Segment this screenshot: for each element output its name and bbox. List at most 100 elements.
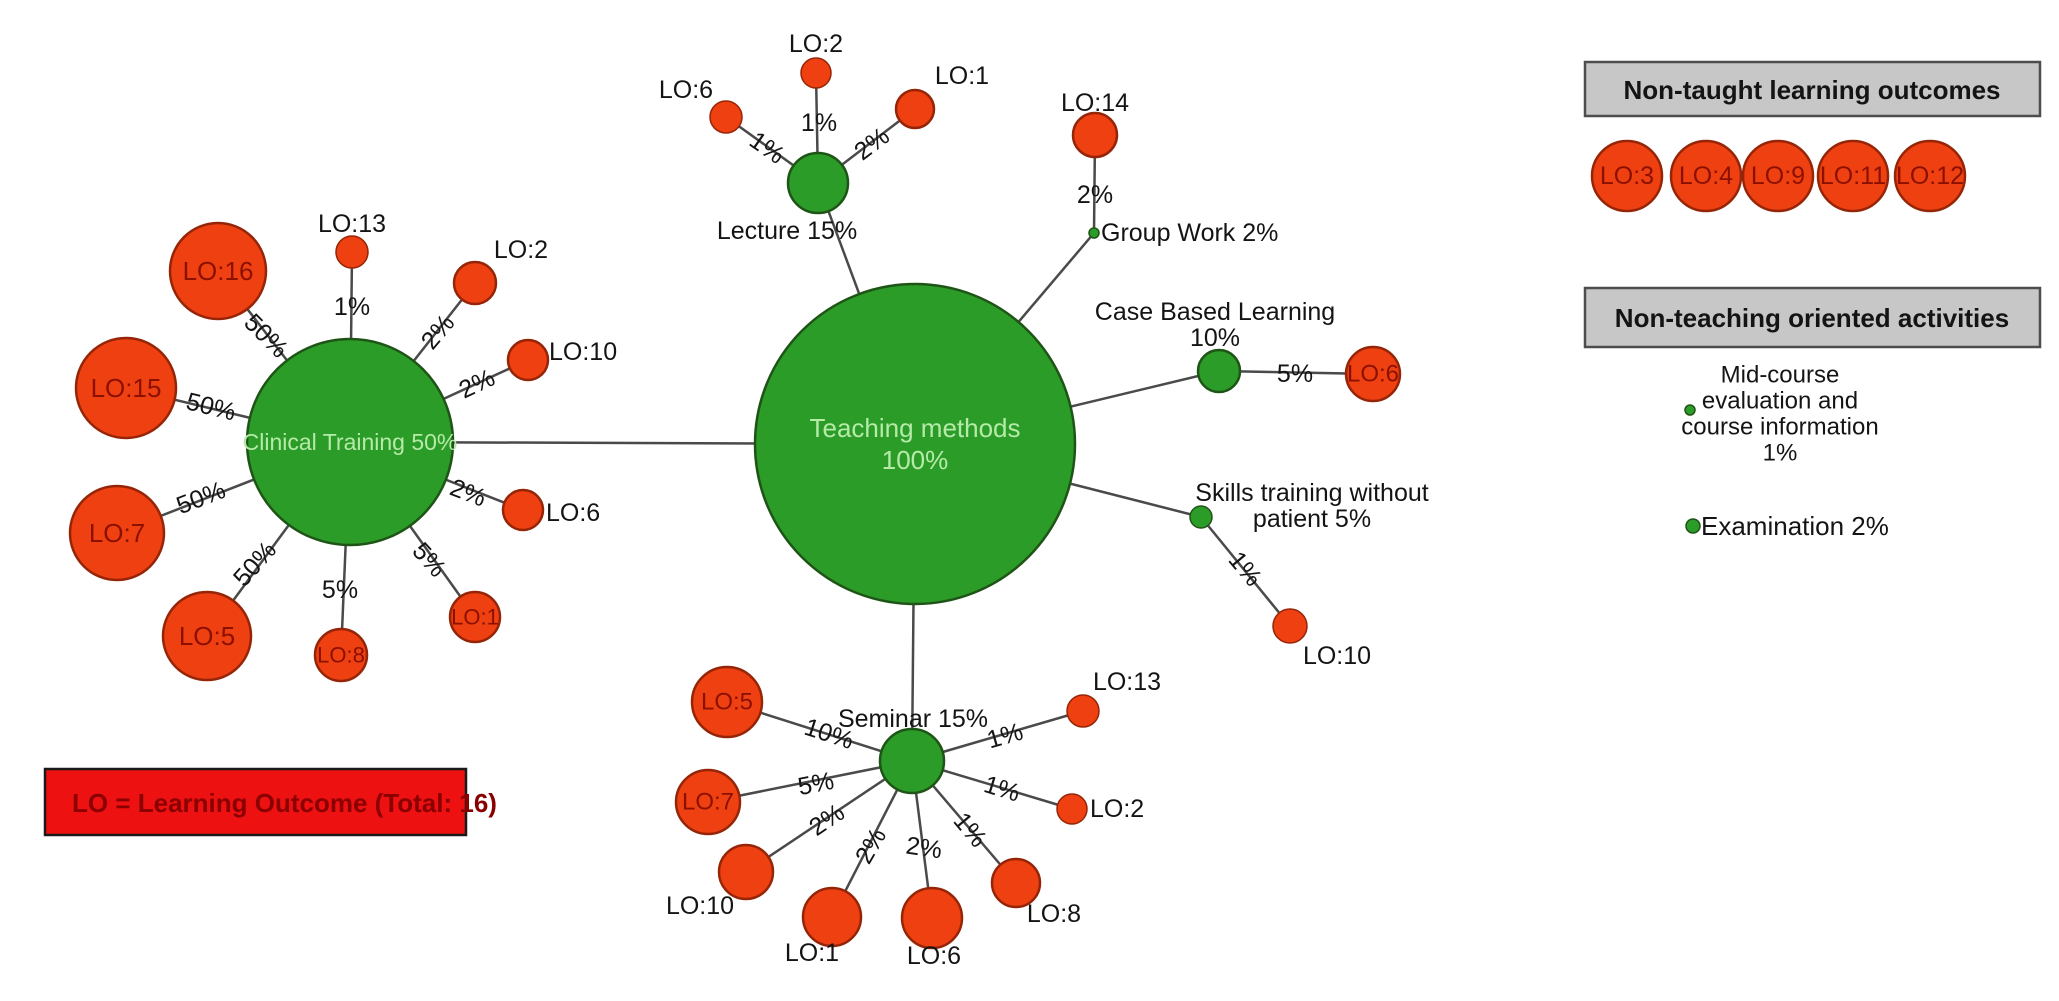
- legend-label: LO = Learning Outcome (Total: 16): [72, 788, 497, 818]
- non-taught-circle-1: [1590, 139, 1664, 213]
- skills-lo10-label: LO:10: [1303, 642, 1371, 670]
- non-taught-circle-label-2: LO:4: [1679, 162, 1733, 190]
- skills-label-line2: patient 5%: [1253, 505, 1371, 533]
- node-c-lo1: [448, 590, 502, 644]
- mid-course-line1: Mid-course: [1721, 362, 1840, 389]
- node-c-lo5: [161, 590, 253, 682]
- node-label-se-lo7: LO:7: [682, 789, 734, 816]
- edge-seminar-se-lo7: [707, 759, 913, 804]
- panel-non-taught: Non-taught learning outcomes LO:3 LO:4 LO:…: [1583, 60, 2042, 213]
- seminar-lo2-label: LO:2: [1090, 795, 1144, 823]
- edge-label-seminar-se-lo10: 2%: [804, 798, 850, 841]
- node-teaching: [753, 282, 1077, 606]
- edge-label-clinical-c-lo10: 2%: [455, 364, 500, 405]
- node-label-c-lo1: LO:1: [451, 605, 499, 630]
- edge-label-clinical-c-lo13: 1%: [334, 293, 370, 321]
- non-taught-header-box: [1583, 60, 2042, 118]
- node-c-lo7: [68, 484, 166, 582]
- non-taught-circle-3: [1741, 139, 1815, 213]
- nodes: [68, 57, 1402, 950]
- node-cbl: [1196, 348, 1242, 394]
- non-taught-circles: LO:3 LO:4 LO:9 LO:11 LO:12: [1590, 139, 1967, 213]
- seminar-lo6-label: LO:6: [907, 942, 961, 970]
- lecture-label: Lecture 15%: [717, 217, 857, 245]
- clinical-lo10-label: LO:10: [549, 338, 617, 366]
- seminar-lo13-label: LO:13: [1093, 668, 1161, 696]
- group-work-label: Group Work 2%: [1101, 219, 1278, 247]
- node-clinical: [245, 337, 455, 547]
- mid-course-line3: course information: [1681, 414, 1878, 441]
- node-l-lo6: [709, 100, 743, 134]
- seminar-lo8-label: LO:8: [1027, 900, 1081, 928]
- node-c-lo10: [506, 338, 550, 382]
- seminar-lo10-label: LO:10: [666, 892, 734, 920]
- non-teaching-header-box: [1583, 286, 2042, 349]
- clinical-lo13-label: LO:13: [318, 210, 386, 238]
- edge-label-seminar-se-lo6: 2%: [904, 832, 944, 865]
- edge-skills-dot-s-lo10: [1200, 516, 1291, 627]
- lecture-lo1-label: LO:1: [935, 62, 989, 90]
- edge-label-clinical-c-lo16: 50%: [238, 308, 293, 363]
- node-c-lo13: [335, 235, 369, 269]
- node-se-lo6: [900, 886, 964, 950]
- mid-course-line2: evaluation and: [1702, 388, 1858, 415]
- node-c-lo16: [168, 221, 268, 321]
- skills-label-line1: Skills training without: [1195, 479, 1428, 507]
- node-seminar: [878, 727, 946, 795]
- edge-label-seminar-se-lo13: 1%: [984, 718, 1026, 755]
- node-c-lo6: [501, 488, 545, 532]
- non-taught-circle-label-1: LO:3: [1600, 162, 1654, 190]
- non-taught-circle-label-4: LO:11: [1820, 162, 1886, 190]
- node-label-c-lo7: LO:7: [89, 518, 145, 548]
- node-se-lo7: [674, 768, 742, 836]
- node-label-c-lo8: LO:8: [317, 643, 365, 668]
- node-label-teaching-line2: 100%: [882, 445, 949, 475]
- edge-label-clinical-c-lo6: 2%: [446, 473, 490, 512]
- node-se-lo5: [690, 665, 764, 739]
- non-teaching-title: Non-teaching oriented activities: [1615, 303, 2009, 333]
- legend-rect: [43, 767, 468, 837]
- non-taught-circle-label-3: LO:9: [1751, 162, 1805, 190]
- node-c-lo2: [452, 260, 498, 306]
- node-label-clinical-line1: Clinical Training 50%: [243, 429, 458, 455]
- node-c-lo8: [313, 627, 369, 683]
- node-se-lo8: [990, 857, 1042, 909]
- clinical-lo2-label: LO:2: [494, 236, 548, 264]
- mid-course-dot: [1684, 404, 1696, 416]
- lecture-lo6-label: LO:6: [659, 76, 713, 104]
- node-skills-dot: [1189, 505, 1213, 529]
- edge-label-seminar-se-lo1: 2%: [850, 823, 892, 868]
- panel-non-teaching: Non-teaching oriented activities Mid-cou…: [1583, 286, 2042, 541]
- node-label-se-lo5: LO:5: [701, 689, 753, 716]
- node-label-teaching-line1: Teaching methods: [809, 413, 1020, 443]
- lo14-label: LO:14: [1061, 89, 1129, 117]
- node-g-lo14: [1071, 111, 1119, 159]
- edge-label-gw-dot-g-lo14: 2%: [1077, 181, 1113, 209]
- seminar-label: Seminar 15%: [838, 705, 988, 733]
- node-l-lo1: [894, 88, 936, 130]
- floating-labels: LO:13 LO:2 LO:10 LO:6 Lecture 15% LO:6 LO:2 LO:…: [318, 30, 1429, 970]
- node-label-c-lo15: LO:15: [91, 373, 162, 403]
- legend-box: LO = Learning Outcome (Total: 16): [43, 767, 497, 837]
- edge-seminar-se-lo10: [745, 759, 913, 874]
- node-se-lo10: [717, 843, 775, 901]
- non-taught-title: Non-taught learning outcomes: [1624, 75, 2001, 105]
- edge-label-seminar-se-lo7: 5%: [796, 767, 837, 801]
- edge-label-lecture-l-lo2: 1%: [801, 109, 837, 137]
- edge-label-clinical-c-lo7: 50%: [173, 476, 230, 520]
- non-taught-circle-4: [1816, 139, 1890, 213]
- seminar-lo1-label: LO:1: [785, 939, 839, 967]
- node-label-c-lo5: LO:5: [179, 621, 235, 651]
- non-taught-circle-5: [1893, 139, 1967, 213]
- node-se-lo2: [1056, 793, 1088, 825]
- lecture-lo2-label: LO:2: [789, 30, 843, 58]
- edge-label-cbl-cb-lo6: 5%: [1277, 360, 1313, 388]
- node-lecture: [786, 151, 850, 215]
- non-taught-circle-2: [1669, 139, 1743, 213]
- cbl-label-line1: Case Based Learning: [1095, 298, 1335, 326]
- node-se-lo13: [1066, 694, 1100, 728]
